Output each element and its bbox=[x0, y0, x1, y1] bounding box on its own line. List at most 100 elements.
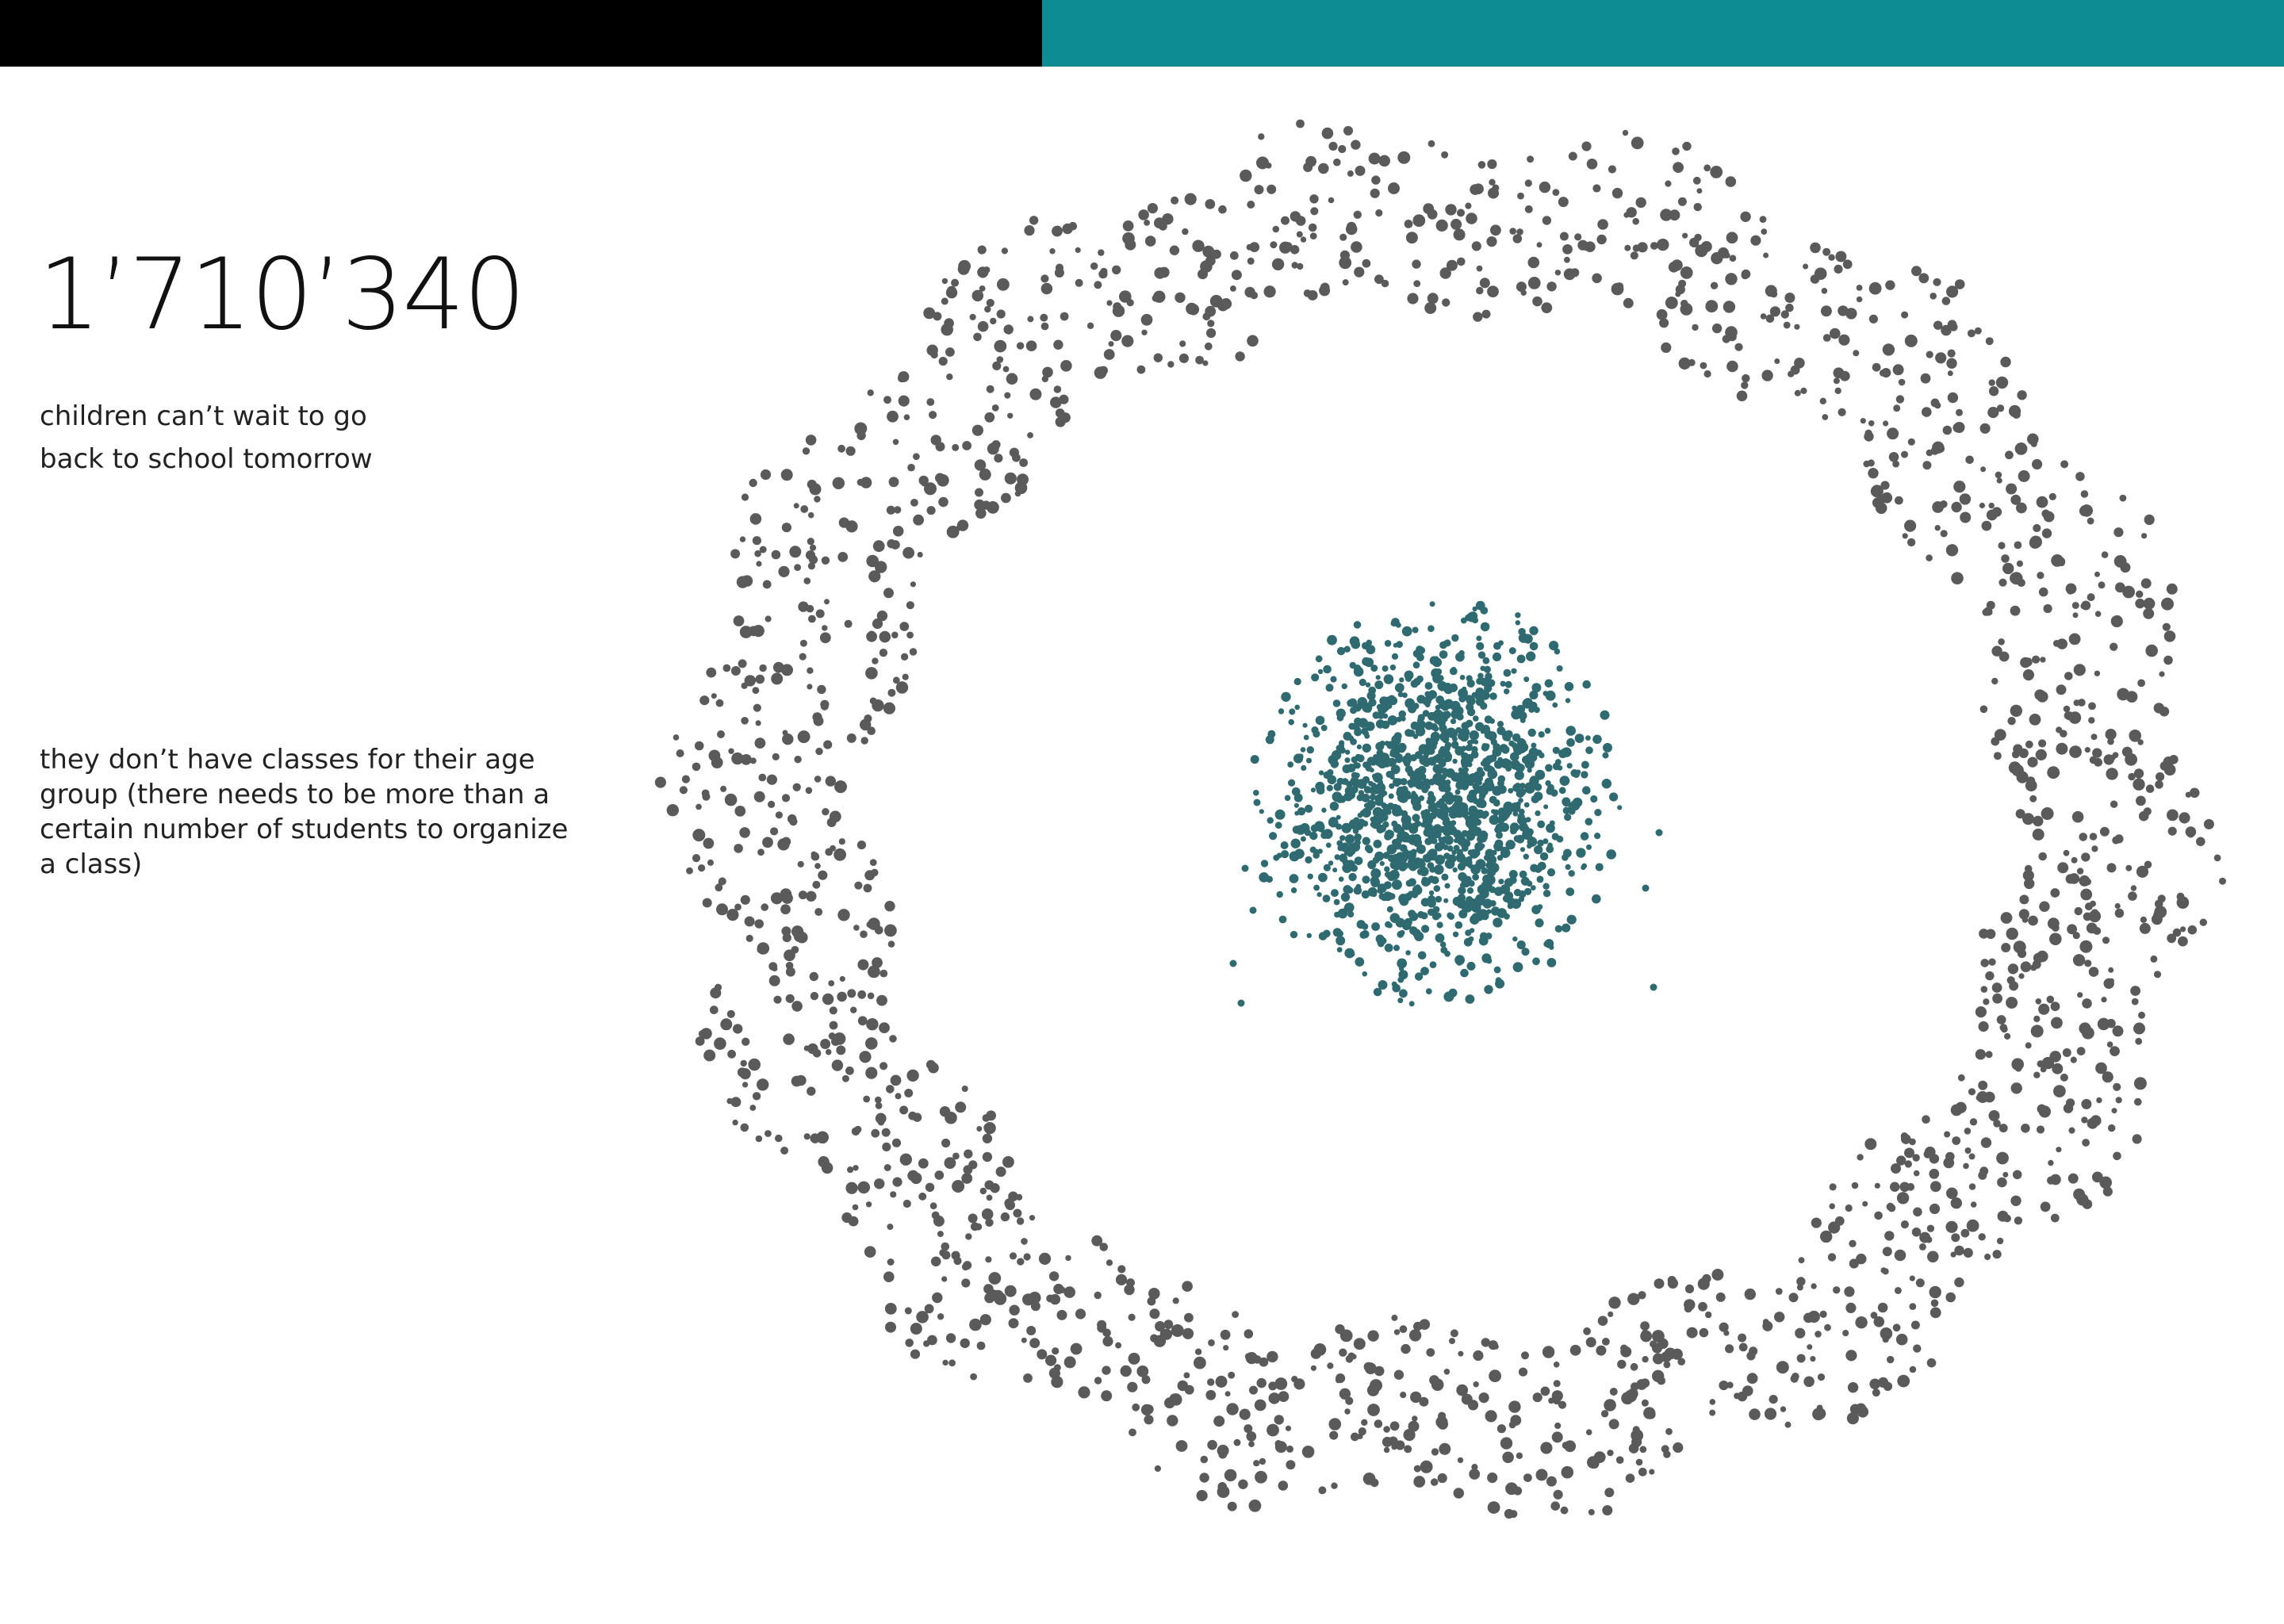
ring-dot bbox=[1822, 414, 1829, 420]
ring-dot bbox=[1821, 288, 1828, 294]
ring-dot bbox=[2006, 976, 2015, 985]
ring-dot bbox=[2056, 742, 2068, 755]
ring-dot bbox=[1559, 232, 1569, 241]
ring-dot bbox=[872, 657, 879, 665]
cluster-dot bbox=[1318, 932, 1328, 940]
ring-dot bbox=[1759, 216, 1767, 223]
ring-dot bbox=[1540, 1386, 1550, 1396]
ring-dot bbox=[2018, 909, 2029, 920]
ring-dot bbox=[755, 720, 761, 726]
cluster-dot bbox=[1401, 626, 1412, 637]
cluster-dot bbox=[1415, 884, 1421, 891]
ring-dot bbox=[2125, 691, 2138, 703]
ring-dot bbox=[1513, 1486, 1523, 1496]
ring-dot bbox=[813, 715, 824, 726]
cluster-dot bbox=[1399, 677, 1405, 683]
cluster-dot bbox=[1371, 773, 1378, 779]
ring-dot bbox=[1449, 1338, 1455, 1345]
ring-dot bbox=[1918, 273, 1930, 284]
ring-dot bbox=[742, 1037, 750, 1046]
ring-dot bbox=[1186, 302, 1198, 315]
ring-dot bbox=[1457, 209, 1465, 217]
ring-dot bbox=[1696, 188, 1703, 194]
ring-dot bbox=[1892, 364, 1904, 376]
ring-dot bbox=[2018, 470, 2030, 482]
cluster-dot bbox=[1412, 814, 1420, 822]
ring-dot bbox=[1987, 407, 1999, 419]
ring-dot bbox=[860, 477, 872, 488]
ring-dot bbox=[1182, 1281, 1193, 1292]
ring-dot bbox=[739, 626, 753, 638]
cluster-dot bbox=[1443, 640, 1450, 647]
cluster-dot bbox=[1617, 805, 1623, 810]
ring-dot bbox=[1867, 459, 1875, 467]
cluster-dot bbox=[1336, 745, 1343, 752]
ring-dot bbox=[1646, 1410, 1656, 1419]
ring-dot bbox=[1148, 1288, 1160, 1300]
cluster-dot bbox=[1348, 872, 1357, 882]
ring-dot bbox=[1106, 349, 1113, 357]
ring-dot bbox=[1029, 1215, 1036, 1221]
ring-dot bbox=[2063, 849, 2070, 856]
cluster-dot bbox=[1370, 868, 1382, 879]
ring-dot bbox=[2077, 699, 2086, 707]
ring-dot bbox=[1562, 1442, 1569, 1450]
ring-dot bbox=[1640, 1330, 1653, 1342]
cluster-dot bbox=[1565, 887, 1575, 896]
ring-dot bbox=[1128, 1313, 1136, 1321]
cluster-dot bbox=[1529, 690, 1539, 700]
ring-dot bbox=[695, 1036, 705, 1046]
cluster-dot bbox=[1305, 856, 1313, 864]
ring-dot bbox=[2110, 1046, 2120, 1056]
ring-dot bbox=[775, 1134, 783, 1143]
cluster-dot bbox=[1431, 668, 1441, 679]
ring-dot bbox=[738, 659, 747, 668]
ring-dot bbox=[1253, 1460, 1260, 1467]
cluster-dot bbox=[1563, 848, 1572, 858]
ring-dot bbox=[1741, 381, 1749, 389]
ring-dot bbox=[1397, 151, 1411, 164]
ring-dot bbox=[2035, 998, 2042, 1005]
ring-dot bbox=[2203, 818, 2214, 829]
cluster-dot bbox=[1351, 722, 1359, 730]
ring-dot bbox=[860, 930, 868, 938]
ring-dot bbox=[1869, 1378, 1880, 1390]
ring-dot bbox=[867, 992, 875, 1000]
ring-dot bbox=[2006, 566, 2014, 573]
ring-dot bbox=[941, 278, 948, 285]
cluster-dot bbox=[1495, 787, 1500, 793]
ring-dot bbox=[2079, 940, 2093, 953]
ring-dot bbox=[984, 1293, 995, 1304]
ring-dot bbox=[2051, 1017, 2063, 1029]
ring-dot bbox=[1301, 1446, 1315, 1458]
cluster-dot bbox=[1339, 853, 1346, 860]
cluster-dot bbox=[1315, 655, 1323, 663]
ring-dot bbox=[752, 536, 762, 546]
cluster-dot bbox=[1498, 879, 1504, 885]
ring-dot bbox=[845, 446, 856, 456]
ring-dot bbox=[799, 653, 807, 661]
cluster-dot bbox=[1446, 727, 1457, 738]
ring-dot bbox=[985, 1218, 994, 1228]
ring-dot bbox=[2050, 1174, 2061, 1185]
cluster-dot bbox=[1393, 778, 1400, 785]
ring-dot bbox=[841, 1212, 853, 1224]
ring-dot bbox=[1819, 397, 1826, 404]
ring-dot bbox=[2133, 1077, 2147, 1090]
cluster-dot bbox=[1274, 822, 1282, 829]
cluster-dot bbox=[1542, 883, 1550, 890]
ring-dot bbox=[1947, 320, 1957, 330]
ring-dot bbox=[1980, 959, 1989, 967]
ring-dot bbox=[1663, 1361, 1671, 1369]
cluster-dot bbox=[1362, 837, 1371, 845]
ring-dot bbox=[2028, 915, 2038, 926]
ring-dot bbox=[1553, 1380, 1561, 1388]
ring-dot bbox=[1235, 351, 1245, 362]
ring-dot bbox=[1947, 349, 1956, 358]
ring-dot bbox=[782, 733, 794, 745]
cluster-dot bbox=[1516, 801, 1521, 807]
ring-dot bbox=[1029, 216, 1039, 225]
ring-dot bbox=[717, 730, 725, 738]
ring-dot bbox=[727, 1049, 736, 1059]
